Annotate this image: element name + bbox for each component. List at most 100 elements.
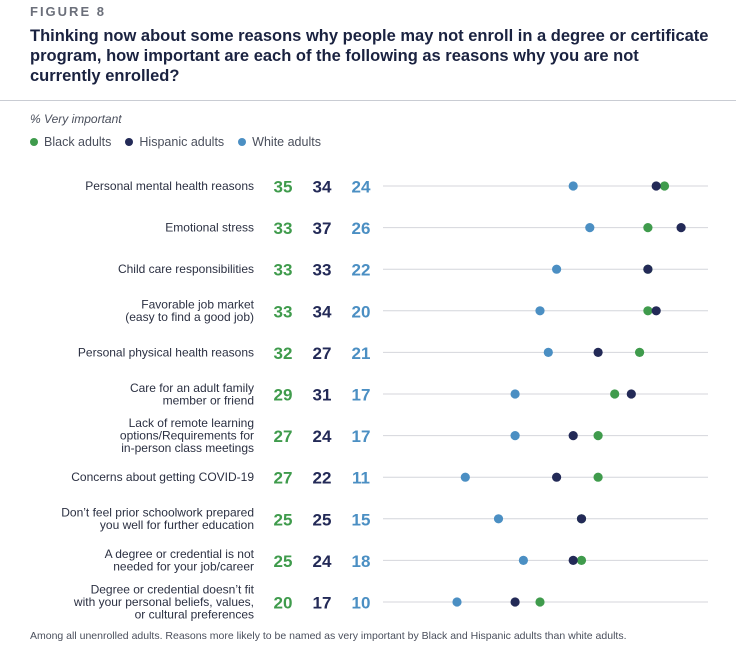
dot-black — [535, 597, 545, 607]
legend-dot-white — [238, 138, 247, 146]
dot-black — [643, 306, 653, 316]
legend-item-black: Black adults — [30, 135, 111, 149]
value-label-white: 20 — [352, 302, 371, 321]
value-label-white: 11 — [352, 469, 370, 488]
value-label-hispanic: 24 — [313, 427, 332, 446]
value-label-hispanic: 22 — [313, 469, 332, 488]
value-label-black: 25 — [274, 510, 293, 529]
value-label-black: 29 — [274, 386, 293, 405]
category-label: member or friend — [163, 393, 254, 407]
value-label-white: 17 — [352, 427, 371, 446]
dot-hispanic — [593, 347, 603, 357]
category-label: Don’t feel prior schoolwork prepared — [61, 506, 254, 520]
chart-row-3: Child care responsibilities 33 33 22 — [118, 261, 708, 280]
value-label-hispanic: 37 — [313, 219, 332, 238]
chart-title: Thinking now about some reasons why peop… — [30, 27, 709, 85]
dot-hispanic — [568, 555, 578, 566]
chart-subtitle: % Very important — [30, 112, 122, 126]
dot-hispanic — [568, 431, 578, 441]
dot-black — [659, 181, 670, 191]
divider — [0, 100, 736, 101]
legend-label-black: Black adults — [44, 135, 112, 149]
dot-white — [510, 431, 520, 441]
value-label-white: 17 — [352, 386, 371, 405]
dot-hispanic — [651, 181, 661, 191]
value-label-black: 32 — [274, 344, 293, 363]
category-label: A degree or credential is not — [105, 547, 255, 561]
value-label-hispanic: 17 — [313, 594, 332, 613]
category-label: Concerns about getting COVID-19 — [71, 470, 254, 484]
value-label-hispanic: 27 — [313, 344, 332, 363]
dot-hispanic — [643, 264, 653, 274]
dot-black — [593, 431, 603, 441]
dot-black — [593, 472, 603, 482]
value-label-white: 10 — [352, 594, 371, 613]
legend-label-hispanic: Hispanic adults — [139, 135, 225, 149]
dot-white — [585, 223, 595, 233]
dot-black — [610, 389, 620, 399]
value-label-hispanic: 33 — [313, 261, 332, 280]
category-label: Personal physical health reasons — [78, 345, 254, 359]
legend-item-hispanic: Hispanic adults — [125, 135, 224, 149]
dot-white — [493, 514, 504, 524]
dot-white — [535, 306, 545, 316]
dot-white — [543, 347, 553, 357]
category-label: in-person class meetings — [121, 441, 254, 455]
dot-hispanic — [576, 514, 587, 524]
value-label-black: 33 — [274, 302, 293, 321]
dot-hispanic — [552, 472, 562, 482]
value-label-black: 33 — [274, 219, 293, 238]
value-label-black: 33 — [274, 261, 293, 280]
category-label: Favorable job market — [141, 298, 254, 312]
category-label: Degree or credential doesn’t fit — [91, 583, 255, 597]
value-label-black: 35 — [274, 178, 293, 197]
chart-row-5: Personal physical health reasons 32 27 21 — [78, 344, 708, 363]
dot-hispanic — [626, 389, 636, 399]
value-label-hispanic: 34 — [313, 302, 332, 321]
value-label-white: 22 — [352, 261, 371, 280]
value-label-white: 15 — [352, 510, 371, 529]
category-label: Child care responsibilities — [118, 262, 254, 276]
category-label: Personal mental health reasons — [85, 179, 254, 193]
chart-row-7: Lack of remote learningoptions/Requireme… — [120, 416, 708, 455]
category-label: or cultural preferences — [135, 608, 254, 622]
value-label-white: 26 — [352, 219, 371, 238]
value-label-black: 27 — [274, 427, 293, 446]
dot-white — [510, 389, 520, 399]
value-label-hispanic: 25 — [313, 510, 332, 529]
value-label-black: 25 — [274, 552, 293, 571]
dot-white — [518, 555, 529, 566]
figure-label: FIGURE 8 — [30, 4, 106, 19]
value-label-white: 18 — [352, 552, 371, 571]
value-label-hispanic: 24 — [313, 552, 332, 571]
dot-hispanic — [510, 597, 520, 607]
category-label: Emotional stress — [165, 221, 254, 235]
category-label: with your personal beliefs, values, — [73, 595, 254, 609]
value-label-black: 20 — [274, 594, 293, 613]
value-label-hispanic: 34 — [313, 178, 332, 197]
legend-item-white: White adults — [238, 135, 321, 149]
dot-hispanic — [676, 223, 686, 233]
dot-white — [460, 472, 470, 482]
dot-black — [635, 347, 645, 357]
chart-row-9: Don’t feel prior schoolwork preparedyou … — [61, 506, 708, 532]
legend-dot-black — [30, 138, 38, 146]
dot-hispanic — [651, 306, 661, 316]
dot-white — [552, 264, 562, 274]
category-label: needed for your job/career — [113, 560, 254, 574]
chart-row-1: Personal mental health reasons 35 34 24 — [85, 178, 708, 197]
legend-dot-hispanic — [125, 138, 134, 146]
value-label-white: 24 — [352, 178, 371, 197]
footnote: Among all unenrolled adults. Reasons mor… — [30, 630, 627, 642]
value-label-black: 27 — [274, 469, 293, 488]
category-label: (easy to find a good job) — [125, 310, 254, 324]
value-label-white: 21 — [352, 344, 371, 363]
legend: Black adults Hispanic adults White adult… — [30, 135, 321, 149]
dot-black — [576, 555, 587, 566]
category-label: Lack of remote learning — [129, 416, 254, 430]
dot-white — [568, 181, 578, 191]
